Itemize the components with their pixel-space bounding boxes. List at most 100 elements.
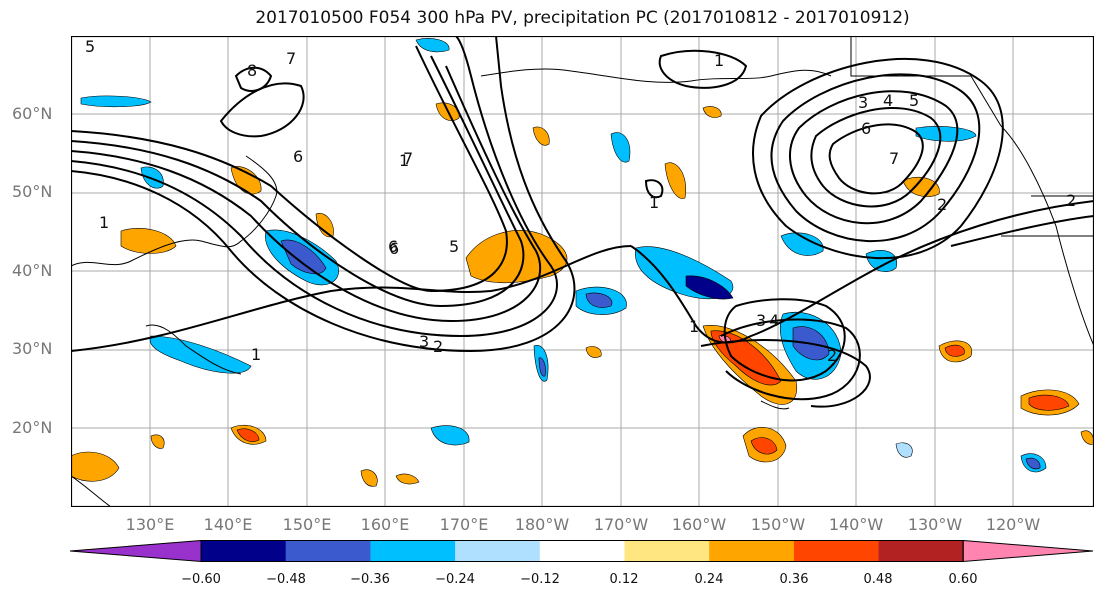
precip-anomaly-darkblue: [585, 292, 613, 308]
colorbar-segment: [878, 540, 964, 562]
colorbar-segment: [793, 540, 880, 562]
lon-label: 150°E: [282, 515, 332, 534]
lon-label: 170°E: [439, 515, 489, 534]
contour-label: 1: [399, 151, 409, 170]
colorbar-label: 0.24: [694, 572, 724, 587]
precip-anomaly-orange: [702, 106, 722, 118]
contour-label: 2: [433, 337, 443, 356]
contour-label: 5: [449, 237, 459, 256]
colorbar-label: 0.12: [609, 572, 639, 587]
precip-anomaly-orange: [230, 166, 262, 195]
precip-anomaly-red: [750, 437, 778, 455]
contour-label: 7: [403, 149, 413, 168]
lon-label: 130°W: [907, 515, 963, 534]
colorbar-extend-max: [962, 540, 1094, 563]
lat-label: 30°N: [12, 339, 53, 358]
lat-label: 50°N: [12, 182, 53, 201]
map-frame: [71, 36, 1094, 507]
precip-anomaly-red: [1028, 394, 1070, 411]
contour-label: 1: [99, 213, 109, 232]
contour-label: 3: [756, 311, 766, 330]
map-title: 2017010500 F054 300 hPa PV, precipitatio…: [255, 8, 910, 28]
colorbar-segment: [539, 540, 625, 562]
precip-anomaly-darkblue: [685, 275, 734, 300]
colorbar-segment: [455, 540, 541, 562]
precip-anomaly-blue: [149, 335, 252, 374]
lon-label: 170°W: [593, 515, 649, 534]
lon-label: 130°E: [125, 515, 175, 534]
precip-anomaly-blue: [865, 250, 898, 272]
precip-anomaly-orange: [1080, 430, 1094, 445]
colorbar-segment: [624, 540, 710, 562]
lon-label: 140°W: [828, 515, 884, 534]
precip-anomaly-lightblue: [895, 442, 913, 458]
precip-anomaly-darkblue: [538, 357, 546, 377]
contour-label: 4: [769, 311, 779, 330]
precip-anomaly-blue: [140, 166, 164, 189]
precip-anomaly-darkblue: [280, 239, 327, 275]
colorbar-label: 0.60: [948, 572, 978, 587]
contour-label: 2: [827, 346, 837, 365]
precip-anomaly-blue: [610, 132, 631, 163]
contour-label: 1: [251, 345, 261, 364]
colorbar-segment: [201, 540, 287, 562]
precip-anomaly-orange: [395, 473, 420, 485]
precip-anomaly-blue: [415, 38, 450, 53]
contour-label: 5: [909, 91, 919, 110]
colorbar-segment: [285, 540, 371, 562]
precip-anomaly-blue: [915, 126, 977, 142]
colorbar-extend-min: [70, 540, 202, 563]
precip-anomaly-darkblue: [1025, 457, 1041, 470]
precip-shading: [71, 38, 1094, 487]
lat-label: 40°N: [12, 261, 53, 280]
lat-label: 60°N: [12, 104, 53, 123]
contour-label: 7: [889, 149, 899, 168]
contour-label: 3: [419, 332, 429, 351]
colorbar-segment: [709, 540, 795, 562]
colorbar-segments: [70, 540, 1094, 563]
precip-anomaly-red: [236, 428, 260, 442]
contour-label: 5: [85, 37, 95, 56]
contour-label: 3: [858, 93, 868, 112]
precip-anomaly-orange: [465, 230, 568, 284]
precip-anomaly-orange: [71, 451, 120, 482]
precip-anomaly-orange: [585, 346, 602, 358]
precip-anomaly-orange: [664, 162, 687, 199]
lon-label: 140°E: [203, 515, 253, 534]
contour-label: 1: [714, 51, 724, 70]
precip-anomaly-red: [944, 344, 965, 357]
coastlines: [71, 36, 1094, 507]
contour-label: 8: [247, 61, 257, 80]
lon-label: 180°W: [514, 515, 570, 534]
colorbar-label: −0.12: [520, 572, 560, 587]
precip-anomaly-blue: [430, 425, 470, 446]
contour-label: 6: [388, 237, 398, 256]
contour-label: 1: [649, 193, 659, 212]
gridlines: [71, 36, 1094, 507]
contour-labels: 5 8 7 6 1 1 6 7 6 5 3 2 1 3 4 5 6 7 2 1 …: [85, 37, 1076, 365]
contour-label: 6: [389, 239, 399, 258]
precip-anomaly-orange: [532, 126, 550, 146]
precip-anomaly-blue: [80, 95, 152, 108]
colorbar-segment: [370, 540, 456, 562]
precip-anomaly-orange: [120, 228, 177, 254]
contour-label: 7: [286, 49, 296, 68]
contour-label: 2: [937, 195, 947, 214]
colorbar: [70, 540, 1094, 563]
lon-label: 150°W: [750, 515, 806, 534]
precip-anomaly-blue: [780, 232, 824, 256]
contour-label: 4: [883, 91, 893, 110]
colorbar-label: −0.36: [350, 572, 390, 587]
contour-label: 6: [293, 147, 303, 166]
lon-label: 160°E: [360, 515, 410, 534]
lon-label: 160°W: [671, 515, 727, 534]
contour-label: 6: [861, 119, 871, 138]
contour-label: 2: [1066, 191, 1076, 210]
pv-precip-map: 5 8 7 6 1 1 6 7 6 5 3 2 1 3 4 5 6 7 2 1 …: [71, 36, 1094, 507]
precip-anomaly-orange: [150, 434, 165, 449]
colorbar-label: −0.24: [435, 572, 475, 587]
colorbar-label: −0.60: [181, 572, 221, 587]
precip-anomaly-orange: [360, 469, 378, 487]
colorbar-label: 0.48: [863, 572, 893, 587]
lat-label: 20°N: [12, 418, 53, 437]
